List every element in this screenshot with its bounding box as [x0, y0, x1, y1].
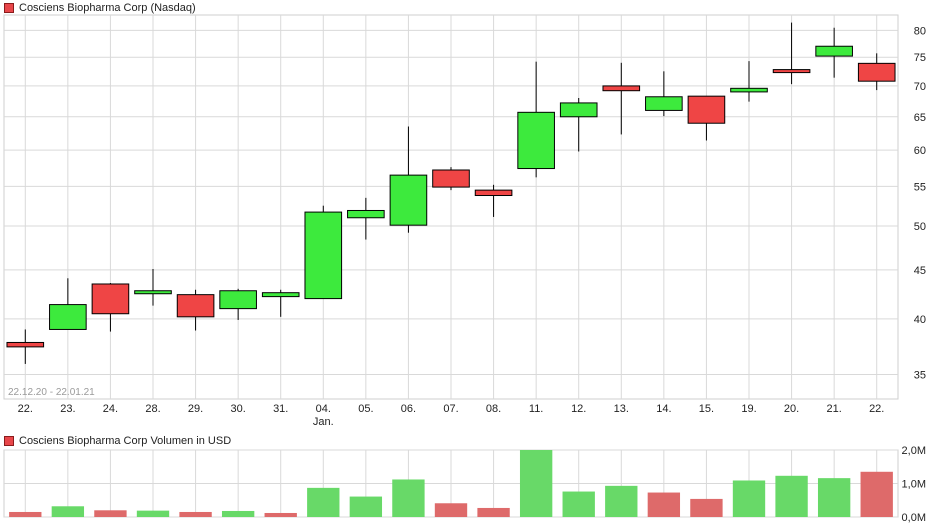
- y-tick-label: 50: [914, 221, 926, 233]
- candle-body: [517, 111, 555, 170]
- y-tick-label: 65: [914, 112, 926, 124]
- x-tick-label: 24.: [103, 403, 118, 415]
- volume-bar: [264, 512, 297, 517]
- x-tick-label: 14.: [656, 403, 671, 415]
- candle-body: [6, 341, 45, 348]
- y-tick-label: 75: [914, 52, 926, 64]
- x-tick-label: 07.: [443, 403, 458, 415]
- volume-bar: [434, 503, 468, 517]
- x-tick-label: 12.: [571, 403, 586, 415]
- date-range-label: 22.12.20 - 22.01.21: [8, 387, 95, 398]
- candle-body: [176, 294, 215, 318]
- candle-body: [730, 87, 768, 93]
- volume-bar: [775, 475, 808, 517]
- candle-body: [347, 209, 385, 219]
- volume-y-tick-label: 0,0M: [902, 512, 926, 524]
- x-tick-label: 05.: [358, 403, 373, 415]
- volume-bar: [136, 510, 170, 517]
- x-tick-label: 04.: [316, 403, 331, 415]
- candle-body: [219, 290, 257, 310]
- x-tick-label: 21.: [826, 403, 841, 415]
- x-tick-label: 08.: [486, 403, 501, 415]
- volume-plot-area: [3, 449, 899, 518]
- candle-body: [687, 95, 726, 124]
- volume-bar: [392, 479, 425, 517]
- candle-body: [91, 283, 130, 315]
- x-tick-label: 15.: [699, 403, 714, 415]
- candle-body: [261, 292, 300, 298]
- volume-bar: [860, 471, 893, 517]
- y-tick-label: 80: [914, 25, 926, 37]
- x-tick-label: 31.: [273, 403, 288, 415]
- x-tick-label: 28.: [145, 403, 160, 415]
- x-tick-label: 29.: [188, 403, 203, 415]
- legend-swatch-icon: [4, 436, 14, 446]
- candle-body: [474, 189, 513, 197]
- volume-bar: [817, 478, 851, 517]
- candle-body: [815, 45, 853, 57]
- candle-body: [645, 96, 683, 111]
- candle-body: [49, 304, 87, 330]
- x-tick-label: 23.: [60, 403, 75, 415]
- x-tick-label: 11.: [529, 403, 543, 415]
- x-tick-label: 20.: [784, 403, 799, 415]
- volume-chart-legend: Cosciens Biopharma Corp Volumen in USD: [4, 435, 231, 447]
- x-tick-label: 30.: [230, 403, 245, 415]
- volume-bar: [349, 496, 383, 517]
- x-tick-label: 19.: [741, 403, 756, 415]
- legend-swatch-icon: [4, 3, 14, 13]
- volume-bar: [51, 506, 85, 517]
- month-label: Jan.: [313, 416, 334, 428]
- volume-chart-title: Cosciens Biopharma Corp Volumen in USD: [19, 435, 232, 447]
- volume-bar: [221, 510, 255, 517]
- candle-body: [389, 174, 428, 226]
- candle-body: [559, 102, 598, 118]
- price-chart: 35 40 45 50 55 60 65 70 75 80 22. 23. 24. 28. 29. 30. 31…: [3, 14, 926, 428]
- volume-y-tick-label: 2,0M: [902, 445, 926, 457]
- candle-body: [304, 211, 343, 300]
- volume-y-tick-label: 1,0M: [902, 479, 926, 491]
- volume-bar: [690, 498, 723, 517]
- volume-bar: [307, 487, 340, 517]
- y-tick-label: 35: [914, 370, 926, 382]
- volume-bar: [179, 511, 212, 517]
- candle-body: [857, 62, 896, 82]
- volume-bar: [477, 507, 510, 517]
- x-tick-label: 22.: [18, 403, 33, 415]
- x-tick-label: 22.: [869, 403, 884, 415]
- y-tick-label: 55: [914, 181, 926, 193]
- candle-body: [432, 169, 470, 188]
- y-tick-label: 40: [914, 314, 926, 326]
- x-tick-label: 06.: [401, 403, 416, 415]
- candle-body: [134, 290, 172, 295]
- price-chart-title: Cosciens Biopharma Corp (Nasdaq): [19, 2, 196, 14]
- candle-body: [772, 69, 811, 74]
- y-tick-label: 45: [914, 265, 926, 277]
- price-chart-legend: Cosciens Biopharma Corp (Nasdaq): [4, 2, 196, 14]
- x-tick-label: 13.: [614, 403, 629, 415]
- volume-bar: [9, 511, 42, 517]
- y-tick-label: 70: [914, 81, 926, 93]
- volume-bar: [647, 492, 681, 517]
- y-tick-label: 60: [914, 145, 926, 157]
- volume-bar: [519, 450, 553, 517]
- volume-bar: [94, 510, 127, 517]
- candle-body: [602, 85, 641, 92]
- volume-bar: [732, 480, 766, 517]
- volume-bar: [605, 485, 638, 517]
- volume-bar: [562, 491, 595, 517]
